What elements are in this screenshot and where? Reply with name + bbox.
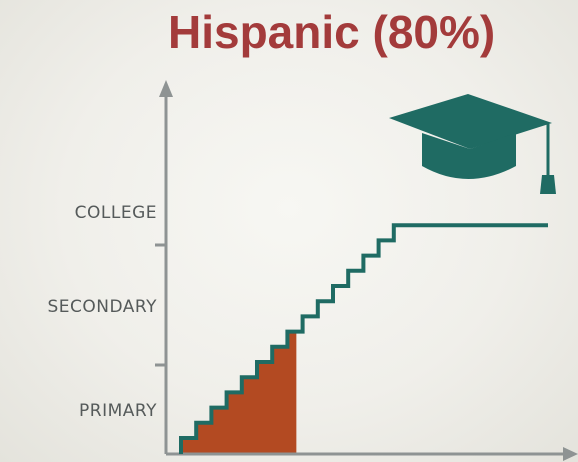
graduation-cap-icon [389,94,556,194]
y-axis-arrow [159,80,173,97]
level-label-college: COLLEGE [75,203,157,223]
x-axis-arrow [563,447,578,461]
chart-title: Hispanic (80%) [168,6,496,58]
level-label-secondary: SECONDARY [47,297,157,317]
completion-fill [181,331,297,454]
level-label-primary: PRIMARY [79,401,157,421]
staircase-line [179,223,548,454]
